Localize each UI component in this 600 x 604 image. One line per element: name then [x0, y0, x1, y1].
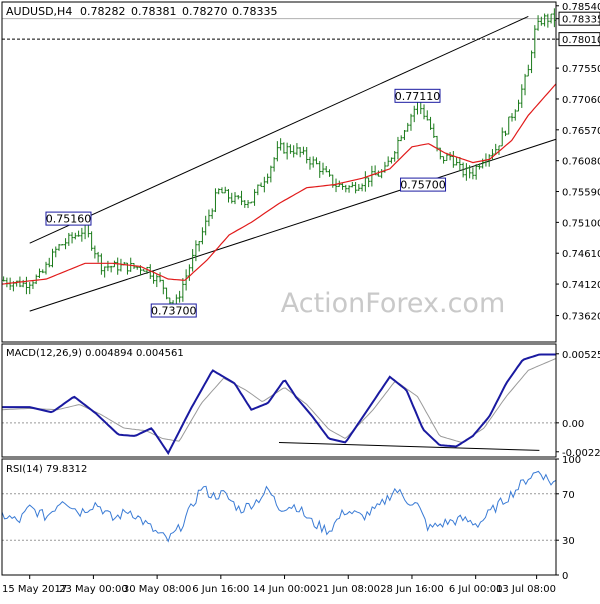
price-axis-label: 0.78335: [562, 15, 600, 26]
rsi-axis-label: 100: [562, 455, 581, 466]
rsi-axis-label: 0: [562, 571, 568, 582]
annotation-label: 0.73700: [151, 305, 197, 318]
price-axis-label: 0.74120: [562, 280, 600, 291]
annotation-label: 0.75160: [46, 213, 92, 226]
time-axis-label: 21 Jun 08:00: [316, 584, 380, 595]
price-annotation: 0.73700: [150, 303, 197, 318]
rsi-axis-label: 30: [562, 536, 575, 547]
time-axis-label: 6 Jul 00:00: [449, 584, 503, 595]
price-annotation: 0.77110: [394, 88, 441, 103]
macd-divergence-line: [278, 442, 540, 451]
watermark: ActionForex.com: [281, 288, 506, 319]
price-axis-label: 0.75100: [562, 218, 600, 229]
rsi-panel: RSI(14) 79.8312 100 70 30 0: [1, 455, 581, 582]
price-axis-label: 0.78540: [562, 2, 600, 13]
price-close: 0.78335: [232, 5, 278, 18]
macd-line: [2, 353, 556, 456]
price-axis-label: 0.76570: [562, 126, 600, 137]
moving-average-line: [1, 83, 557, 285]
price-low: 0.78270: [182, 5, 228, 18]
macd-axis-label: -0.002202: [562, 448, 600, 459]
price-axis-label: 0.76080: [562, 157, 600, 168]
time-axis-label: 13 Jul 08:00: [496, 584, 556, 595]
macd-axis-label: 0.00: [562, 419, 584, 430]
price-annotation: 0.75700: [400, 177, 447, 192]
price-axis: 0.78540 0.78335 0.78010 0.77550 0.77060 0.765…: [556, 2, 600, 323]
price-panel-frame: [1, 1, 557, 343]
annotation-box: [400, 177, 447, 192]
macd-title: MACD(12,26,9) 0.004894 0.004561: [6, 348, 184, 359]
channel-upper-line: [29, 16, 529, 244]
price-axis-label: 0.77060: [562, 95, 600, 106]
macd-panel-frame: [1, 343, 557, 458]
price-axis-label: 0.77550: [562, 64, 600, 75]
rsi-axis-label: 70: [562, 490, 575, 501]
macd-panel: MACD(12,26,9) 0.004894 0.004561 0.005255 0…: [1, 343, 600, 459]
time-axis-label: 15 May 2017: [2, 584, 67, 595]
price-symbol: AUDUSD,H4: [6, 5, 72, 18]
price-high: 0.78381: [131, 5, 177, 18]
time-axis-label: 6 Jun 16:00: [192, 584, 249, 595]
time-axis-label: 28 Jun 16:00: [380, 584, 444, 595]
time-axis-label: 30 May 08:00: [123, 584, 192, 595]
price-axis-label-box: [558, 11, 600, 26]
time-axis-label: 23 May 00:00: [59, 584, 128, 595]
price-open: 0.78282: [80, 5, 126, 18]
time-axis-label: 14 Jun 00:00: [253, 584, 317, 595]
rsi-line: [1, 470, 557, 543]
price-axis-label: 0.75590: [562, 188, 600, 199]
annotation-box: [45, 211, 92, 226]
price-annotation: 0.75160: [45, 211, 92, 226]
annotation-label: 0.77110: [395, 90, 441, 103]
rsi-panel-frame: [1, 458, 557, 576]
annotation-label: 0.75700: [400, 179, 446, 192]
price-axis-label-box: [558, 32, 600, 47]
ohlc-bars: [2, 8, 556, 313]
annotation-box: [394, 88, 441, 103]
price-panel: ActionForex.com AUDUSD,H4 0.78282 0.78381 0.…: [1, 1, 600, 343]
price-axis-label: 0.74610: [562, 249, 600, 260]
price-axis-label: 0.73620: [562, 312, 600, 323]
rsi-title: RSI(14) 79.8312: [6, 464, 87, 475]
price-axis-label: 0.78010: [562, 35, 600, 46]
macd-axis-label: 0.005255: [562, 350, 600, 361]
annotation-box: [150, 303, 197, 318]
